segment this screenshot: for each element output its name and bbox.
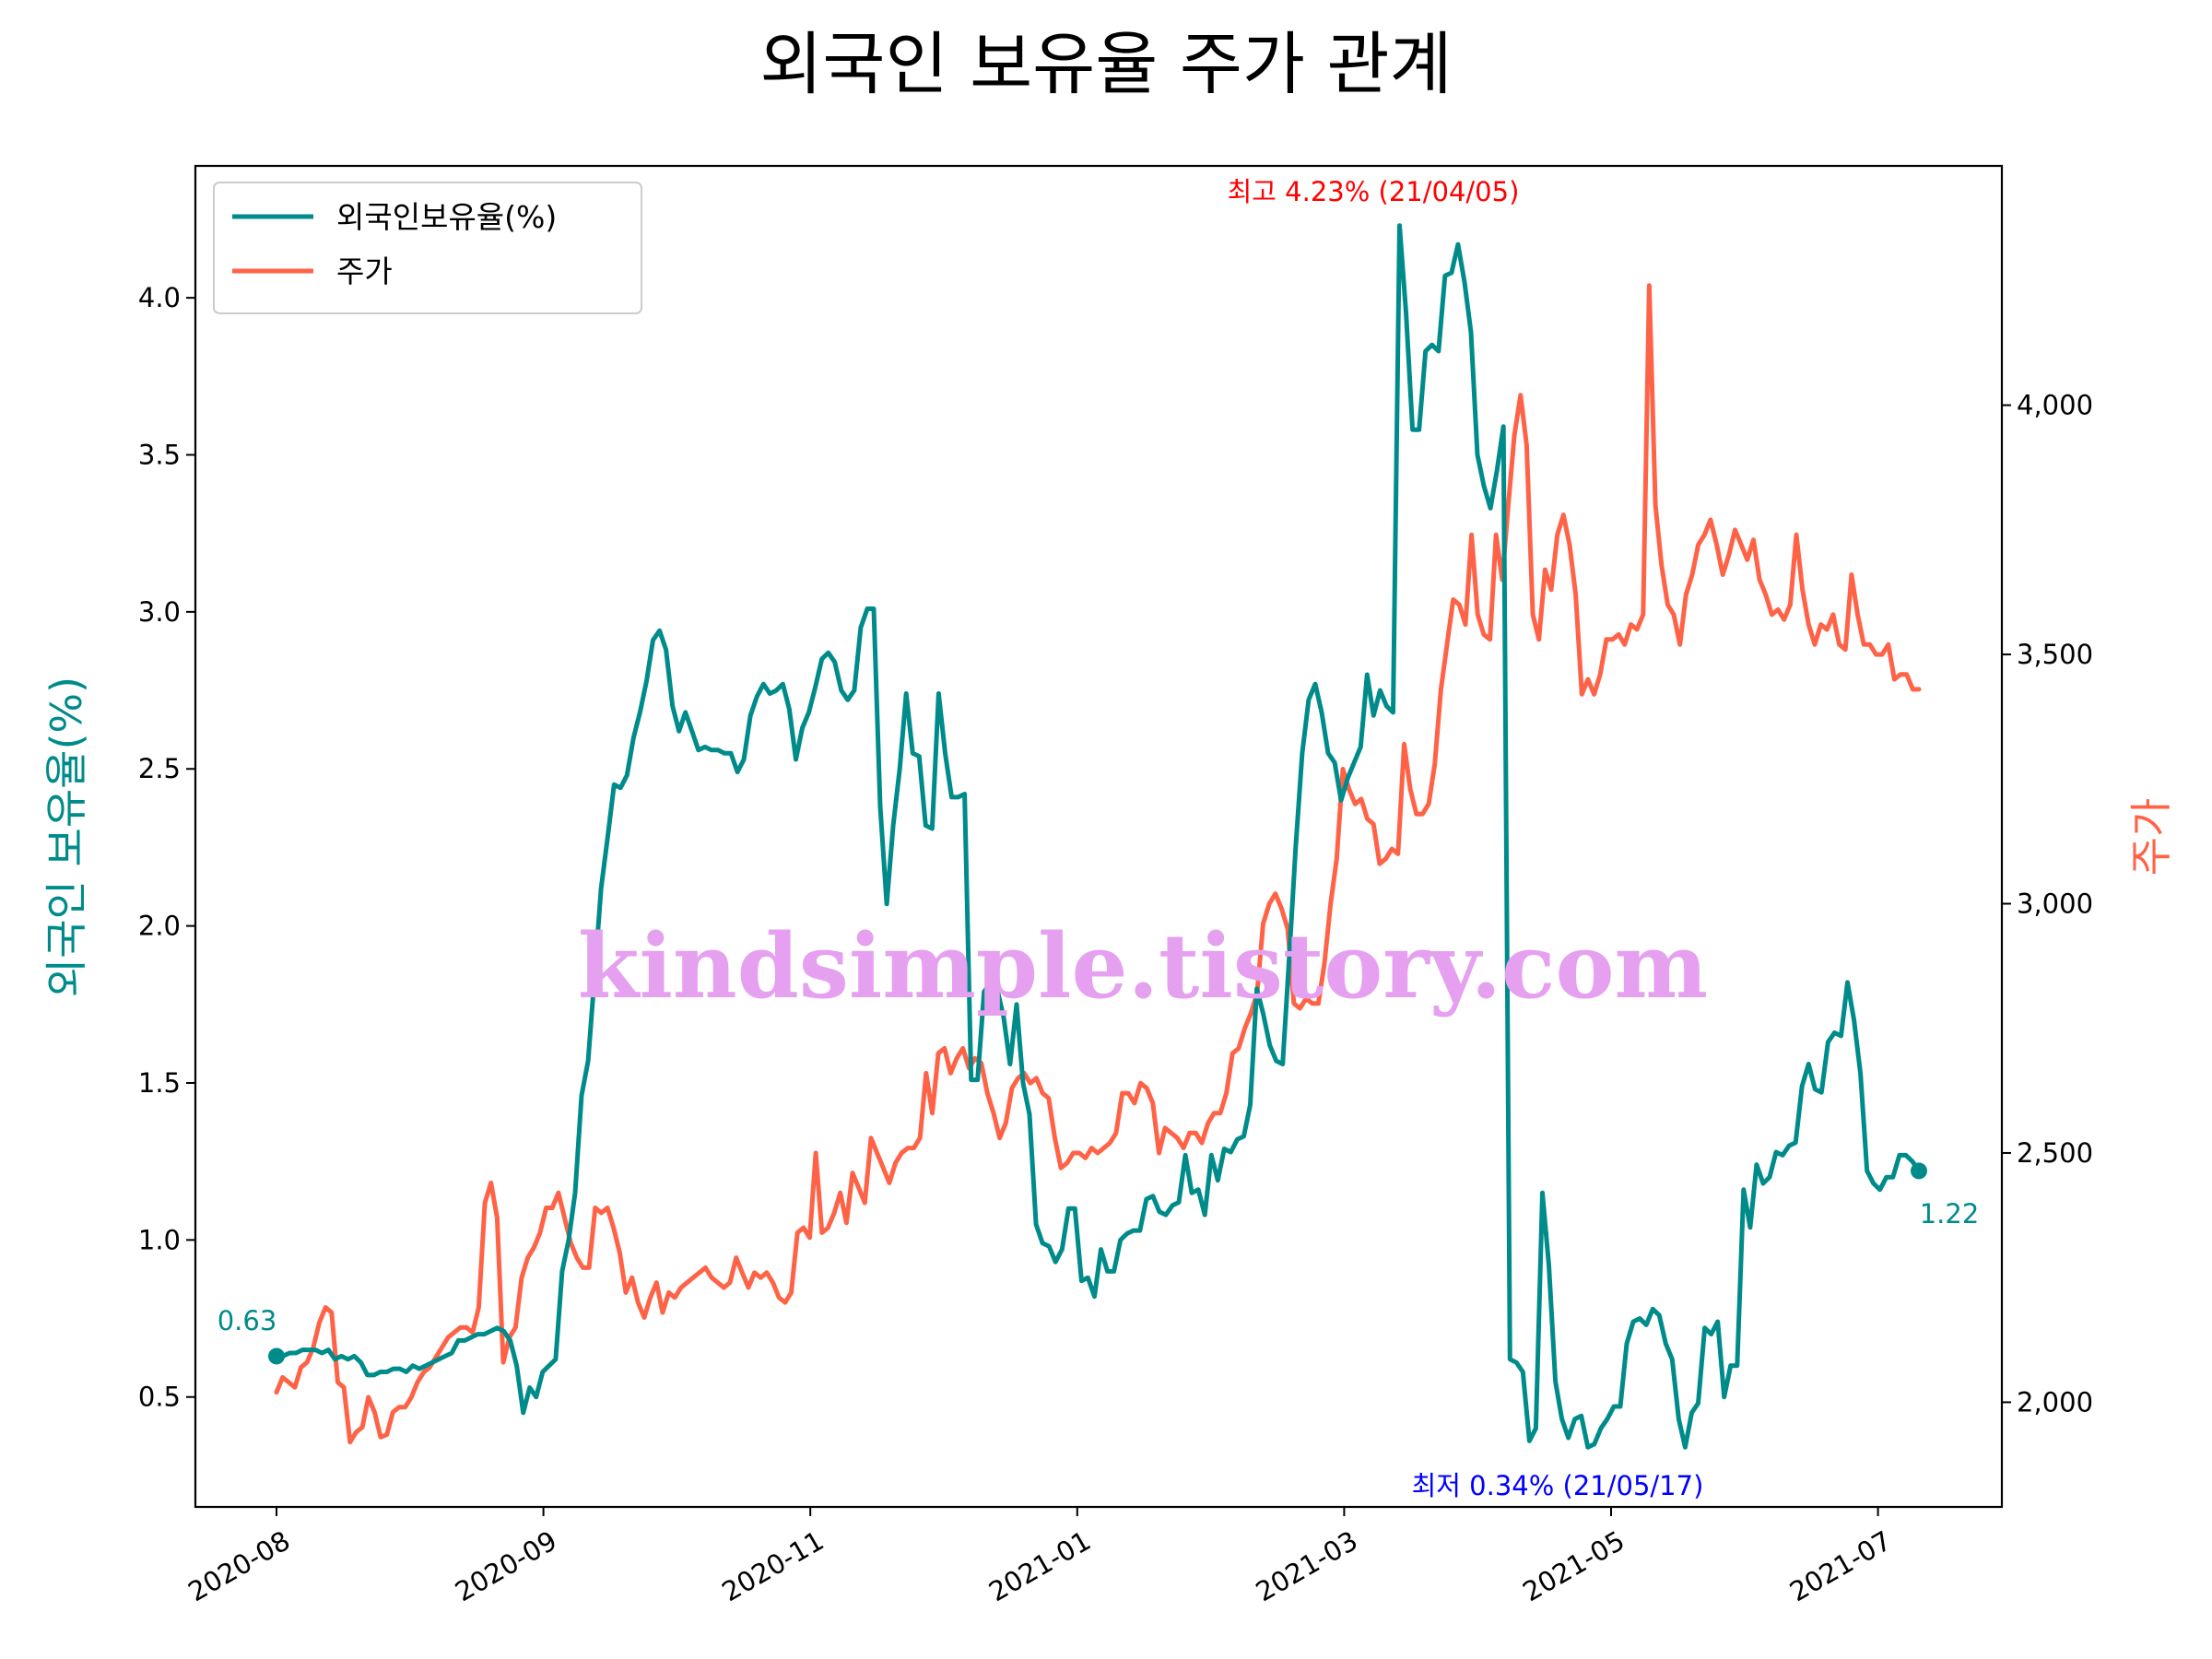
y-right-tick-label: 4,000 — [2017, 390, 2093, 421]
y-axis-right-label: 주가 — [2126, 798, 2176, 877]
y-axis-left: 0.5 1.0 1.5 2.0 2.5 3.0 3.5 4.0 — [138, 282, 195, 1413]
legend: 외국인보유율(%) 주가 — [213, 182, 642, 314]
y-left-tick-label: 3.0 — [138, 596, 181, 628]
y-right-tick-label: 3,500 — [2017, 639, 2093, 670]
start-marker — [268, 1347, 285, 1365]
legend-label-foreign: 외국인보유율(%) — [336, 199, 557, 235]
y-right-tick-label: 2,500 — [2017, 1137, 2093, 1169]
max-value-annotation: 최고 4.23% (21/04/05) — [1228, 176, 1520, 207]
y-right-tick-label: 3,000 — [2017, 888, 2093, 920]
chart-title: 외국인 보유율 주가 관계 — [759, 25, 1452, 104]
end-value-annotation: 1.22 — [1920, 1198, 1980, 1230]
y-left-tick-label: 0.5 — [138, 1382, 181, 1413]
y-axis-left-label: 외국인 보유율(%) — [41, 677, 91, 997]
series-layer — [268, 223, 1927, 1450]
watermark: kindsimple.tistory.com — [578, 914, 1708, 1018]
end-marker — [1911, 1162, 1927, 1180]
y-left-tick-label: 1.5 — [138, 1067, 181, 1099]
y-left-tick-label: 1.0 — [138, 1224, 181, 1255]
series-line-foreign — [274, 223, 1922, 1450]
legend-box — [213, 182, 642, 314]
series-line-price — [274, 283, 1922, 1445]
plot-frame — [194, 164, 2004, 1509]
y-left-tick-label: 3.5 — [138, 439, 181, 470]
y-left-tick-label: 4.0 — [138, 282, 181, 313]
plot-area — [194, 164, 2004, 1509]
min-value-annotation: 최저 0.34% (21/05/17) — [1412, 1470, 1704, 1501]
legend-label-price: 주가 — [336, 253, 393, 289]
y-right-tick-label: 2,000 — [2017, 1386, 2093, 1418]
y-left-tick-label: 2.0 — [138, 911, 181, 942]
y-axis-right: 2,000 2,500 3,000 3,500 4,000 — [2002, 390, 2093, 1418]
start-value-annotation: 0.63 — [218, 1305, 277, 1336]
y-left-tick-label: 2.5 — [138, 753, 181, 784]
